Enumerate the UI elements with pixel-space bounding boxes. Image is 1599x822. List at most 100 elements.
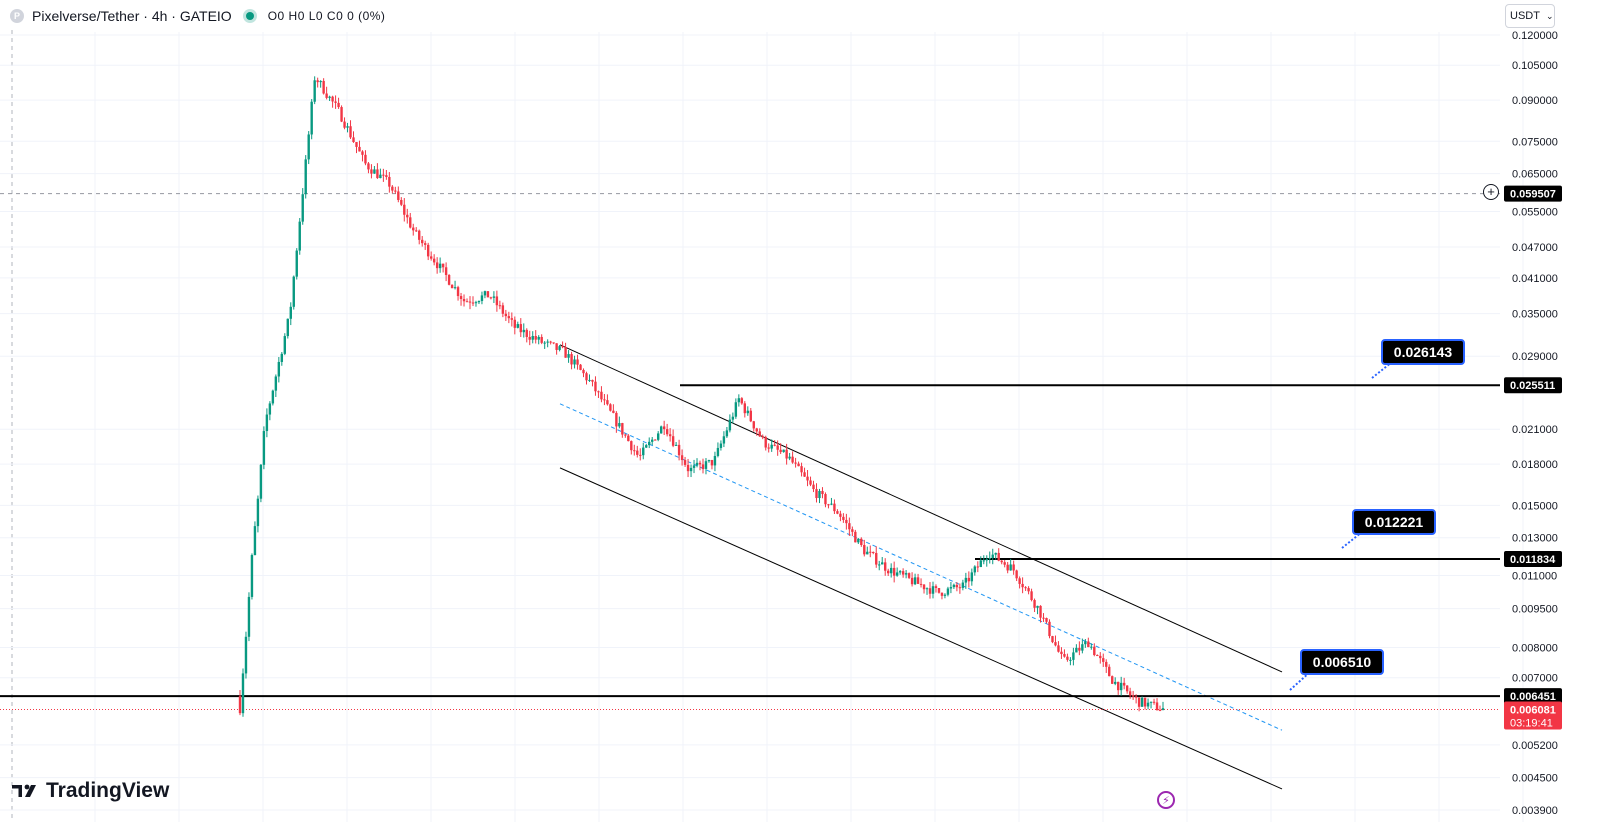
candle-body — [564, 347, 567, 358]
candle-body — [997, 552, 1000, 561]
candle-body — [1027, 588, 1030, 592]
candle-body — [534, 336, 537, 340]
candle-body — [519, 324, 522, 333]
candle-body — [1024, 587, 1027, 589]
candle-body — [716, 447, 720, 456]
candle-body — [618, 423, 621, 427]
price-axis-label: 0.011834 — [1510, 554, 1556, 566]
candle-body — [674, 444, 678, 446]
candle-body — [1015, 570, 1018, 579]
candle-body — [988, 557, 991, 559]
candle-body — [277, 361, 281, 377]
candle-body — [946, 588, 950, 595]
candle-body — [952, 584, 956, 588]
candle-body — [842, 516, 845, 520]
candle-body — [1078, 647, 1081, 651]
price-axis-label: 0.059507 — [1510, 189, 1556, 201]
add-alert-icon[interactable]: + — [1483, 184, 1499, 200]
candle-body — [471, 302, 475, 304]
price-axis-label-bg — [1504, 688, 1562, 705]
candle-body — [340, 107, 343, 122]
candle-body — [758, 431, 761, 437]
candle-body — [1003, 562, 1006, 565]
candle-body — [884, 562, 887, 571]
candle-body — [310, 101, 313, 135]
candle-body — [851, 529, 854, 532]
candle-body — [316, 80, 319, 83]
candle-body — [922, 584, 926, 590]
candle-body — [1009, 564, 1012, 571]
candle-body — [940, 592, 944, 596]
candle-body — [800, 466, 803, 473]
candle-body — [892, 567, 896, 576]
currency-selector[interactable]: USDT ⌄ — [1505, 4, 1555, 28]
candle-body — [1119, 682, 1123, 691]
candle-body — [979, 560, 982, 568]
candle-body — [1036, 605, 1039, 608]
candle-body — [821, 490, 824, 495]
candle-body — [910, 577, 914, 585]
candle-body — [898, 571, 902, 573]
candle-body — [639, 454, 642, 456]
candle-body — [839, 513, 842, 517]
y-tick-label: 0.008000 — [1512, 642, 1558, 654]
candle-body — [752, 421, 755, 429]
candle-body — [480, 295, 484, 301]
candle-body — [388, 176, 391, 187]
candle-body — [1155, 702, 1159, 711]
y-tick-label: 0.029000 — [1512, 351, 1558, 363]
candle-body — [779, 449, 782, 453]
market-status-icon[interactable] — [245, 12, 254, 20]
candle-body — [567, 354, 570, 358]
candle-body — [1116, 681, 1120, 691]
symbol-title[interactable]: Pixelverse/Tether · 4h · GATEIO — [32, 8, 232, 24]
y-tick-label: 0.004500 — [1512, 773, 1558, 785]
y-tick-label: 0.011000 — [1512, 570, 1557, 582]
candle-body — [824, 494, 827, 505]
currency-label: USDT — [1510, 10, 1540, 22]
candle-body — [1093, 646, 1096, 656]
candle-body — [958, 587, 962, 589]
candle-body — [662, 426, 666, 430]
candle-body — [253, 526, 257, 556]
price-axis-label: 0.006081 — [1510, 705, 1556, 717]
callout-box — [1381, 339, 1465, 365]
candle-body — [913, 577, 917, 585]
candle-body — [636, 450, 639, 455]
lightning-icon[interactable]: ⚡ — [1157, 791, 1175, 809]
candle-body — [337, 102, 340, 108]
candle-body — [665, 429, 669, 435]
candle-body — [881, 562, 884, 565]
candle-body — [1060, 651, 1063, 655]
candle-body — [334, 101, 337, 103]
tradingview-logo[interactable]: TradingView — [12, 779, 169, 803]
candle-body — [1063, 654, 1066, 657]
candle-body — [722, 436, 726, 444]
candle-body — [866, 551, 869, 555]
channel-lower-line — [559, 467, 1283, 790]
candle-body — [701, 464, 705, 469]
candle-body — [973, 566, 977, 573]
candle-body — [725, 430, 729, 437]
candle-body — [830, 503, 833, 505]
candle-body — [704, 461, 708, 469]
candle-body — [1039, 605, 1042, 618]
candle-body — [710, 460, 714, 466]
y-tick-label: 0.009500 — [1512, 604, 1558, 616]
candle-body — [994, 552, 997, 555]
candle-body — [872, 551, 875, 553]
candle-body — [764, 437, 767, 448]
price-axis-label: 0.025511 — [1510, 380, 1555, 392]
candle-body — [241, 673, 245, 714]
candle-body — [961, 582, 965, 588]
candle-body — [1090, 646, 1093, 648]
candle-body — [782, 449, 785, 453]
candle-body — [426, 244, 430, 257]
price-axis-label-bg — [1504, 377, 1562, 394]
candle-body — [444, 267, 448, 276]
candle-body — [627, 435, 630, 442]
candle-body — [328, 96, 331, 98]
candle-body — [791, 456, 794, 463]
candle-body — [391, 186, 394, 191]
